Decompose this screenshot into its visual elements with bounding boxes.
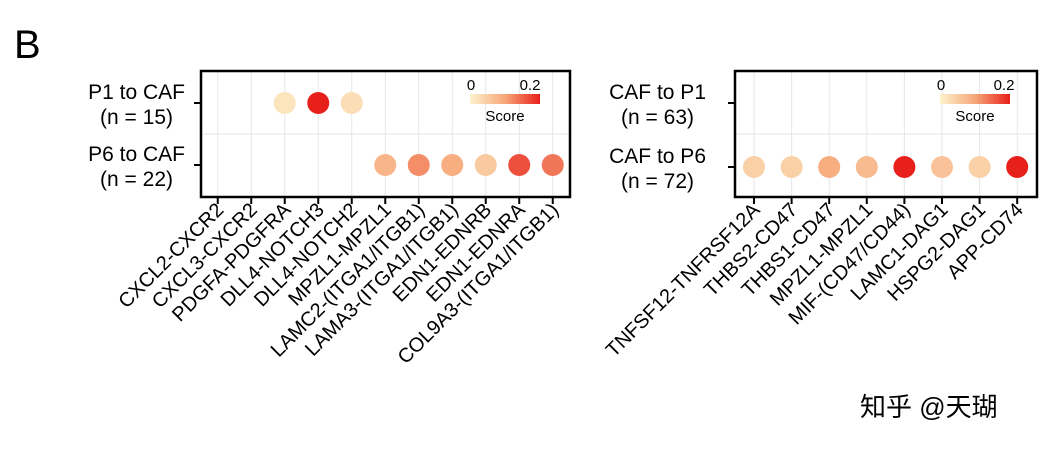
score-dot: [407, 154, 430, 176]
score-dot: [441, 154, 464, 176]
score-dot: [893, 156, 916, 178]
legend-tick-min: 0: [937, 77, 945, 94]
row-label-name: P1 to CAF: [88, 81, 185, 104]
score-colorbar: [940, 94, 1010, 104]
row-label-name: CAF to P1: [609, 81, 706, 104]
row-label-count: (n = 15): [100, 106, 173, 129]
row-label-name: P6 to CAF: [88, 143, 185, 166]
score-dot: [374, 154, 397, 176]
score-legend: 0 0.2 Score: [467, 77, 541, 125]
score-dot: [780, 156, 803, 178]
legend-tick-max: 0.2: [994, 77, 1015, 94]
x-tick-label: TNFSF12-TNFRSF12A: [602, 199, 765, 362]
score-legend: 0 0.2 Score: [937, 77, 1015, 125]
score-dot: [307, 92, 330, 114]
legend-title: Score: [955, 108, 994, 125]
legend-tick-max: 0.2: [520, 77, 541, 94]
score-dot: [273, 92, 296, 114]
watermark-text: 知乎 @天瑚: [860, 392, 998, 422]
panel-label: B: [14, 23, 41, 67]
score-dot: [1006, 156, 1029, 178]
score-dot: [508, 154, 531, 176]
score-colorbar: [470, 94, 540, 104]
score-dot: [818, 156, 841, 178]
right-dot-plot: CAF to P1(n = 63) CAF to P6(n = 72) TNFSF…: [602, 69, 1039, 362]
legend-tick-min: 0: [467, 77, 475, 94]
score-dot: [541, 154, 564, 176]
score-dot: [474, 154, 497, 176]
score-dot: [855, 156, 878, 178]
score-dot: [968, 156, 991, 178]
row-label-count: (n = 72): [621, 170, 694, 193]
row-label-name: CAF to P6: [609, 145, 706, 168]
plot-frame: [733, 69, 1039, 199]
left-dot-plot: P1 to CAF(n = 15)P6 to CAF(n = 22) CXCL2…: [88, 69, 572, 369]
row-label-count: (n = 63): [621, 106, 694, 129]
score-dot: [931, 156, 953, 178]
row-label-count: (n = 22): [100, 168, 173, 191]
legend-title: Score: [485, 108, 524, 125]
score-dot: [340, 92, 363, 114]
score-dot: [743, 156, 765, 178]
